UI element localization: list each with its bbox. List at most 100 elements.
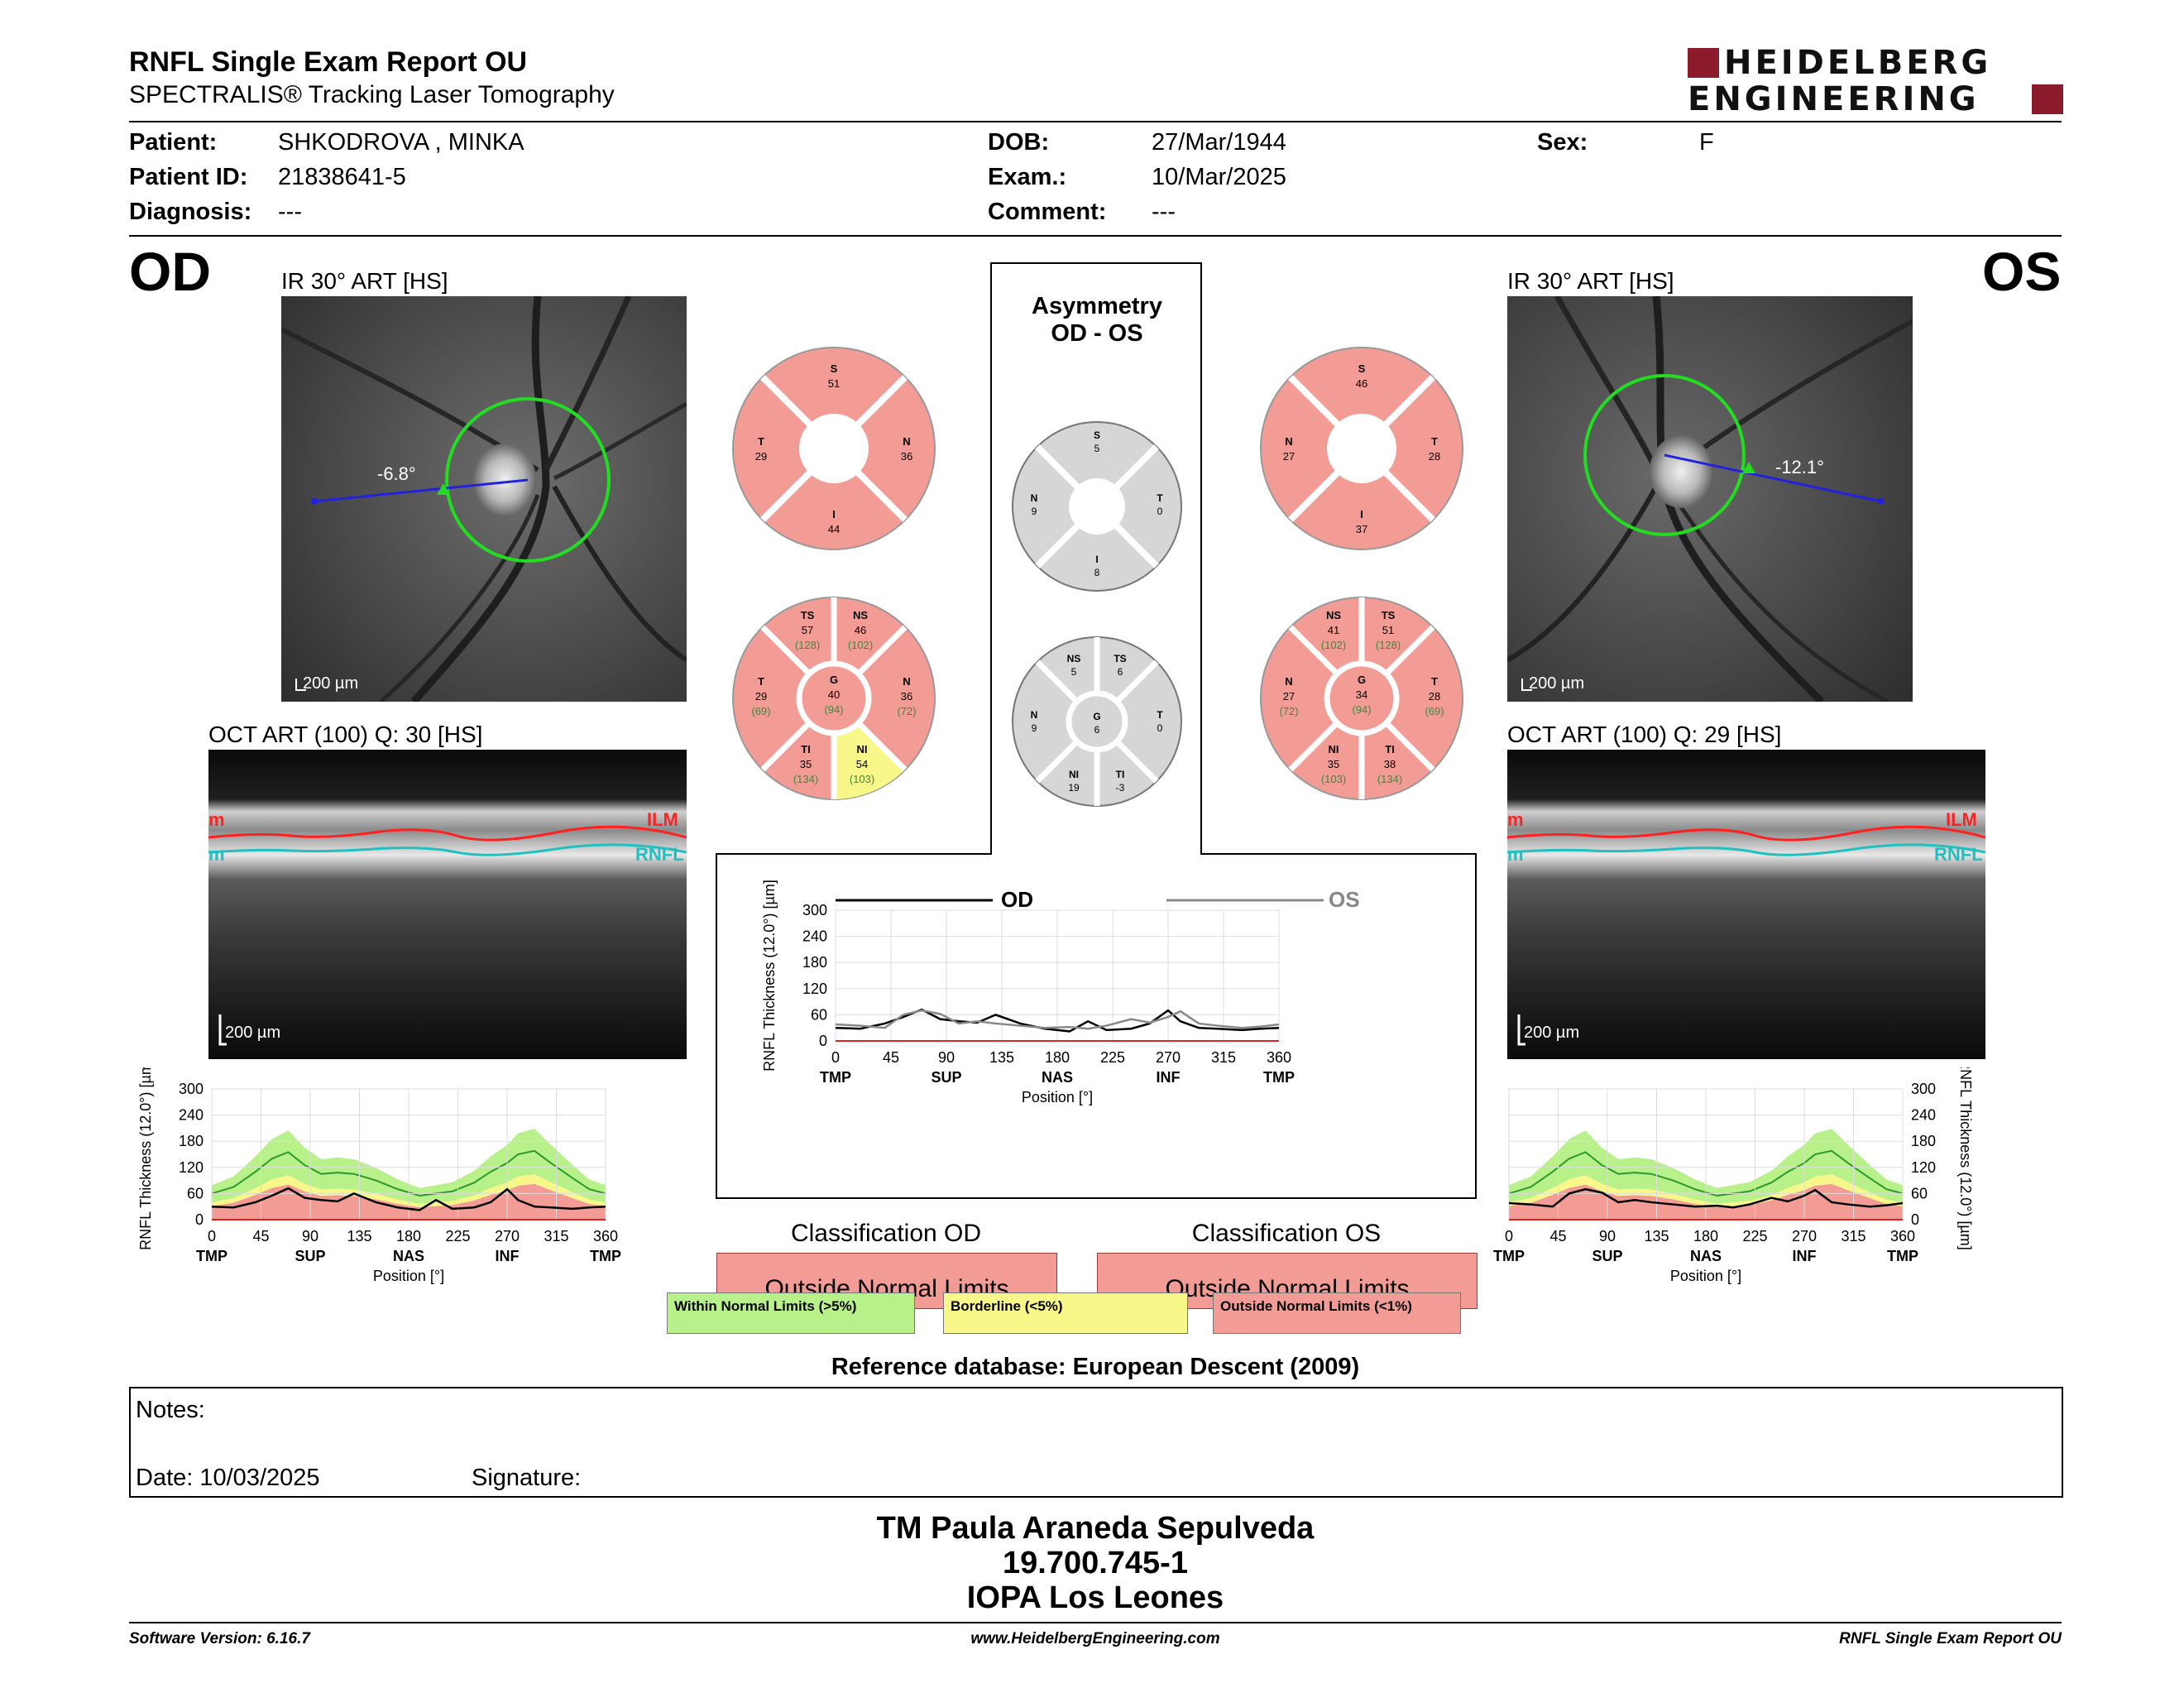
od-sec-n: 36 (901, 690, 912, 703)
svg-text:T: T (758, 675, 764, 688)
od-sec-ni-ref: (103) (850, 773, 874, 785)
series-line-os (835, 1009, 1280, 1030)
x-tick-label: 270 (495, 1228, 520, 1244)
svg-text:G: G (830, 674, 838, 686)
x-tick-label: 90 (302, 1228, 318, 1244)
notes-signature: Signature: (472, 1465, 582, 1491)
patient-divider (129, 235, 2062, 237)
x-tick-label: 0 (1505, 1228, 1513, 1244)
svg-text:N: N (1285, 435, 1292, 448)
od-sec-ti-ref: (134) (793, 773, 818, 785)
reference-database: Reference database: European Descent (20… (831, 1354, 1360, 1380)
y-axis-label: RNFL Thickness (12.0°) [µm] (1957, 1067, 1974, 1250)
y-axis-label: RNFL Thickness (12.0°) [µm] (137, 1067, 154, 1250)
y-tick-label: 180 (179, 1133, 204, 1149)
od-fundus-image: -6.8° 200 µm (281, 296, 687, 702)
svg-text:TI: TI (1116, 769, 1125, 780)
svg-text:G: G (1358, 674, 1366, 686)
od-sec-g: 40 (828, 688, 840, 701)
x-tick-label: 0 (831, 1049, 840, 1066)
os-sec-t: 28 (1429, 690, 1440, 703)
od-oct-image: m ILM m RNFL 200 µm (208, 750, 687, 1059)
y-tick-label: 180 (802, 954, 827, 971)
x-tick-label: 360 (1890, 1228, 1915, 1244)
svg-text:G: G (1093, 711, 1100, 722)
legend-borderline: Borderline (<5%) (943, 1292, 1188, 1334)
svg-text:N: N (903, 435, 910, 448)
x-tick-label: 270 (1156, 1049, 1181, 1066)
y-tick-label: 60 (187, 1185, 204, 1201)
operator-institution: IOPA Los Leones (966, 1580, 1224, 1615)
os-quad-s: 46 (1356, 377, 1367, 390)
report-subtitle: SPECTRALIS® Tracking Laser Tomography (129, 81, 615, 108)
x-tick-label: 225 (1742, 1228, 1767, 1244)
software-version: Software Version: 6.16.7 (129, 1630, 310, 1647)
asym-sec-n: 9 (1032, 722, 1037, 734)
sex-label: Sex: (1537, 129, 1588, 156)
asymmetry-title-line2: OD - OS (1051, 320, 1143, 347)
od-sec-ns-ref: (102) (848, 639, 873, 651)
os-sec-g-ref: (94) (1352, 703, 1371, 716)
legend-os-label: OS (1329, 887, 1360, 912)
svg-text:TS: TS (1114, 653, 1126, 664)
x-tick-label: 270 (1792, 1228, 1817, 1244)
x-tick-label: 180 (1693, 1228, 1718, 1244)
asym-sec-ti: -3 (1116, 782, 1125, 794)
svg-text:NI: NI (1069, 769, 1079, 780)
notes-box: Notes: Date: 10/03/2025 Signature: (129, 1387, 2063, 1498)
os-seg-m-ilm: m (1507, 809, 1524, 830)
od-sec-ts-ref: (128) (795, 639, 820, 651)
svg-text:NI: NI (1329, 743, 1339, 755)
category-label: TMP (196, 1248, 228, 1264)
os-ilm-label: ILM (1946, 809, 1977, 830)
x-tick-label: 135 (347, 1228, 371, 1244)
notes-date: Date: 10/03/2025 (136, 1465, 320, 1491)
category-label: SUP (931, 1069, 961, 1086)
logo-line1: HEIDELBERG (1724, 44, 1992, 82)
svg-text:N: N (1031, 492, 1038, 504)
od-sec-ts: 57 (802, 624, 813, 636)
svg-text:NI: NI (857, 743, 868, 755)
od-ilm-label: ILM (647, 809, 678, 830)
x-tick-label: 45 (252, 1228, 269, 1244)
os-sec-ti: 38 (1384, 758, 1396, 770)
asym-sec-t: 0 (1157, 722, 1163, 734)
od-sec-ti: 35 (800, 758, 812, 770)
os-quad-n: 27 (1283, 450, 1295, 463)
diagnosis-label: Diagnosis: (129, 199, 252, 225)
os-oct-image: m ILM m RNFL 200 µm (1507, 750, 1985, 1059)
os-oct-scale: 200 µm (1524, 1024, 1579, 1042)
x-tick-label: 315 (1841, 1228, 1866, 1244)
asym-sec-g: 6 (1094, 724, 1100, 736)
od-seg-m-rnfl: m (208, 844, 225, 865)
svg-text:N: N (1285, 675, 1292, 688)
y-axis-label: RNFL Thickness (12.0°) [µm] (761, 880, 778, 1072)
x-tick-label: 360 (1267, 1049, 1291, 1066)
logo-square-bottom-icon (2032, 84, 2063, 114)
os-sec-ns: 41 (1328, 624, 1339, 636)
od-eye-label: OD (129, 241, 211, 302)
website: www.HeidelbergEngineering.com (970, 1630, 1220, 1647)
svg-text:T: T (758, 435, 764, 448)
classification-os-title: Classification OS (1191, 1220, 1382, 1247)
svg-text:T: T (1157, 492, 1163, 504)
category-label: SUP (295, 1248, 325, 1264)
y-tick-label: 240 (179, 1107, 204, 1124)
od-sec-g-ref: (94) (824, 703, 843, 716)
comment-value: --- (1152, 199, 1176, 225)
os-sec-ts: 51 (1382, 624, 1394, 636)
od-sec-t-ref: (69) (751, 705, 770, 717)
os-sec-ni-ref: (103) (1321, 773, 1346, 785)
series-line-0 (1508, 1187, 1904, 1209)
os-ir-scale: 200 µm (1529, 674, 1584, 693)
y-tick-label: 60 (811, 1006, 827, 1023)
y-tick-label: 180 (1911, 1133, 1936, 1149)
asym-sec-ni: 19 (1068, 782, 1080, 794)
od-sec-n-ref: (72) (897, 705, 916, 717)
classification-od-title: Classification OD (790, 1220, 982, 1247)
os-oct-svg: m ILM m RNFL 200 µm (1507, 750, 1985, 1059)
normal-mean-line (211, 1149, 606, 1197)
svg-text:T: T (1157, 709, 1163, 721)
od-quad-t: 29 (755, 450, 767, 463)
